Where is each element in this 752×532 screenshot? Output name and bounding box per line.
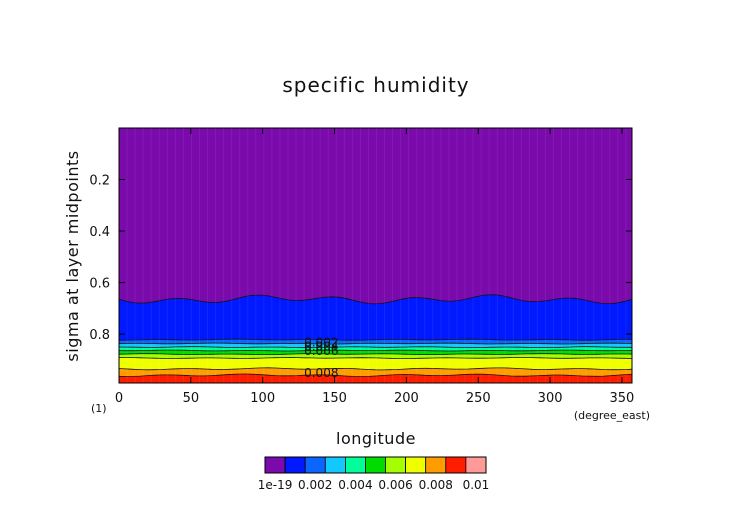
x-tick-label: 200 (394, 391, 419, 406)
colorbar-swatch-10 (465, 456, 487, 474)
contour-line-4 (118, 349, 633, 352)
y-tick-label: 0.2 (89, 174, 110, 189)
colorbar-tick-label: 0.01 (463, 478, 490, 492)
contour-line-1 (118, 338, 633, 341)
contour-band-8 (119, 367, 632, 377)
colorbar-swatch-0 (264, 456, 286, 474)
x-tick-label: 0 (115, 391, 123, 406)
contour-band-5 (119, 350, 632, 355)
contour-label-3: 0.008 (304, 366, 338, 380)
contour-band-1 (119, 294, 632, 341)
contour-band-0 (119, 128, 632, 304)
contour-line-7 (118, 367, 633, 371)
colorbar-swatch-8 (425, 456, 447, 474)
x-tick-label: 250 (466, 391, 491, 406)
y-tick-label: 0.6 (89, 277, 110, 292)
colorbar-swatch-6 (385, 456, 407, 474)
colorbar-swatch-5 (365, 456, 387, 474)
contour-label-0: 0.002 (304, 336, 338, 350)
contour-line-2 (118, 342, 633, 345)
plot-frame (118, 127, 633, 384)
colorbar-swatch-3 (324, 456, 346, 474)
x-tick-label: 150 (322, 391, 347, 406)
colorbar-swatch-7 (405, 456, 427, 474)
x-axis-label: longitude (336, 429, 416, 448)
colorbar-tick-labels: 1e-19 0.002 0.004 0.006 0.008 0.01 (258, 478, 490, 492)
chart-title: specific humidity (282, 73, 469, 97)
plot-bands (119, 128, 632, 383)
contour-line-6 (119, 357, 633, 359)
contour-line-5 (118, 353, 633, 355)
colorbar (264, 456, 487, 474)
x-tick-label: 50 (183, 391, 200, 406)
colorbar-swatch-4 (344, 456, 366, 474)
y-unit-label: (1) (91, 402, 107, 415)
y-tick-label: 0.4 (89, 225, 110, 240)
contour-band-2 (119, 339, 632, 345)
contour-label-2: 0.006 (304, 344, 338, 358)
colorbar-tick-label: 1e-19 (258, 478, 293, 492)
contour-band-6 (119, 353, 632, 359)
colorbar-tick-label: 0.004 (338, 478, 372, 492)
y-axis: 0.2 0.4 0.6 0.8 (89, 174, 632, 343)
colorbar-frame (264, 456, 487, 474)
x-tick-label: 100 (250, 391, 275, 406)
contour-band-3 (119, 343, 632, 348)
contour-band-9 (119, 374, 632, 383)
colorbar-tick-label: 0.006 (378, 478, 412, 492)
colorbar-swatch-9 (445, 456, 467, 474)
contour-band-7 (119, 357, 632, 370)
contour-line-3 (118, 346, 632, 349)
x-unit-label: (degree_east) (574, 409, 650, 422)
colorbar-tick-label: 0.002 (298, 478, 332, 492)
colorbar-swatch-1 (284, 456, 306, 474)
contour-line-0 (118, 294, 633, 305)
colorbar-swatch-2 (304, 456, 326, 474)
x-tick-label: 300 (538, 391, 563, 406)
contour-line-8 (118, 373, 633, 377)
x-axis: 0 50 100 150 200 250 300 350 (115, 128, 634, 406)
colorbar-tick-label: 0.008 (419, 478, 453, 492)
y-axis-label: sigma at layer midpoints (63, 150, 82, 361)
x-tick-label: 350 (610, 391, 635, 406)
contour-label-1: 0.004 (304, 339, 338, 353)
y-tick-label: 0.8 (89, 328, 110, 343)
